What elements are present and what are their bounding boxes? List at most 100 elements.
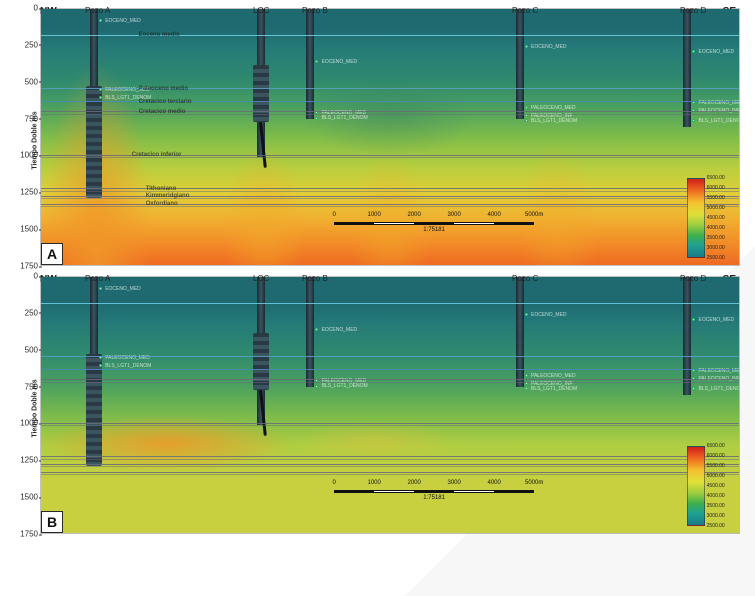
- panel-a: Tiempo Doble ms 025050075010001250150017…: [40, 8, 740, 266]
- y-tick: 500: [25, 345, 38, 354]
- horizon-label: Kimmeridgiano: [146, 193, 190, 199]
- scale-tick: 5000m: [525, 212, 543, 218]
- y-tick: 1500: [20, 225, 38, 234]
- horizon-3: [41, 379, 739, 380]
- well-marker-label: BLS_LGT1_DENOM: [699, 118, 740, 124]
- well-marker-dot: [99, 364, 102, 367]
- well-marker-dot: [525, 313, 528, 316]
- colorbar-tick: 4500.00: [707, 215, 725, 221]
- horizon-6: [41, 464, 739, 465]
- well-marker-label: BLS_LGT1_DENOM: [105, 363, 151, 369]
- colorbar-tick: 5000.00: [707, 473, 725, 479]
- scale-tick: 3000: [447, 212, 460, 218]
- horizon-label: Cretacico medio: [139, 109, 186, 115]
- horizon-label: Cretacico terciario: [139, 99, 192, 105]
- y-tick: 1250: [20, 188, 38, 197]
- colorbar-tick: 5500.00: [707, 463, 725, 469]
- colorbar-tick: 6500.00: [707, 443, 725, 449]
- y-tick: 1000: [20, 151, 38, 160]
- well-marker-label: BLS_LGT1_DENOM: [699, 386, 740, 392]
- well-label-pozoD: Pozo D: [680, 6, 706, 15]
- well-loc: [257, 9, 265, 265]
- well-marker-label: EOCENO_MED: [699, 317, 735, 323]
- y-tick: 0: [34, 4, 38, 13]
- well-marker-dot: [315, 117, 318, 120]
- scale-tick: 1000: [367, 212, 380, 218]
- well-marker-label: PALEOCENO_MED: [531, 373, 576, 379]
- y-ticks-a: 02505007501000125015001750: [18, 8, 38, 266]
- horizon-0: [41, 303, 739, 304]
- colorbar-tick: 3500.00: [707, 503, 725, 509]
- horizon-5: [41, 459, 739, 460]
- colorbar-tick: 6500.00: [707, 175, 725, 181]
- colorbar-tick: 5000.00: [707, 205, 725, 211]
- y-tick: 750: [25, 382, 38, 391]
- horizon-1: [41, 356, 739, 357]
- y-tick: 250: [25, 40, 38, 49]
- scale-tick: 4000: [487, 480, 500, 486]
- horizon-label: Oxfordiano: [146, 201, 178, 207]
- well-pozoB: [306, 9, 314, 265]
- colorbar-tick: 4500.00: [707, 483, 725, 489]
- scale-tick: 2000: [407, 212, 420, 218]
- well-label-pozoC: Pozo C: [512, 6, 538, 15]
- scale-bar: 010002000300040005000m1:75181: [334, 482, 534, 510]
- well-marker-label: BLS_LGT1_DENOM: [322, 383, 368, 389]
- scale-tick: 5000m: [525, 480, 543, 486]
- horizon-5: [41, 456, 739, 457]
- colorbar: 6500.006000.005500.005000.004500.004000.…: [687, 446, 705, 526]
- colorbar-tick: 3000.00: [707, 245, 725, 251]
- horizon-4: [41, 425, 739, 426]
- y-ticks-b: 02505007501000125015001750: [18, 276, 38, 534]
- y-tick: 250: [25, 308, 38, 317]
- scale-bar: 010002000300040005000m1:75181: [334, 214, 534, 242]
- scale-tick: 4000: [487, 212, 500, 218]
- y-tick: 1000: [20, 419, 38, 428]
- well-marker-label: EOCENO_MED: [322, 59, 358, 65]
- colorbar-tick: 4000.00: [707, 225, 725, 231]
- horizon-label: Paleoceno medio: [139, 86, 188, 92]
- colorbar-tick: 6000.00: [707, 185, 725, 191]
- well-loc: [257, 277, 265, 533]
- well-label-loc: LOC: [253, 274, 269, 283]
- horizon-4: [41, 423, 739, 424]
- well-marker-dot: [525, 45, 528, 48]
- scale-tick: 0: [332, 480, 335, 486]
- colorbar-tick: 3000.00: [707, 513, 725, 519]
- horizon-label: Cretacico inferior: [132, 152, 182, 158]
- well-marker-dot: [525, 387, 528, 390]
- y-tick: 1750: [20, 530, 38, 539]
- panel-letter-a: A: [41, 243, 63, 265]
- y-tick: 500: [25, 77, 38, 86]
- well-pozoB: [306, 277, 314, 533]
- scale-tick: 1000: [367, 480, 380, 486]
- scale-tick: 3000: [447, 480, 460, 486]
- colorbar-tick: 6000.00: [707, 453, 725, 459]
- colorbar-tick: 2500.00: [707, 255, 725, 261]
- horizon-label: Tithoniano: [146, 186, 177, 192]
- well-label-pozoA: Pozo A: [85, 6, 110, 15]
- y-tick: 1500: [20, 493, 38, 502]
- scale-ratio: 1:75181: [334, 495, 534, 501]
- well-marker-label: EOCENO_MED: [531, 312, 567, 318]
- y-tick: 0: [34, 272, 38, 281]
- well-marker-label: BLS_LGT1_DENOM: [322, 115, 368, 121]
- well-label-pozoB: Pozo B: [302, 274, 328, 283]
- well-marker-label: BLS_LGT1_DENOM: [531, 386, 577, 392]
- colorbar: 6500.006000.005500.005000.004500.004000.…: [687, 178, 705, 258]
- scale-tick: 0: [332, 212, 335, 218]
- well-label-pozoA: Pozo A: [85, 274, 110, 283]
- colorbar-tick: 4000.00: [707, 493, 725, 499]
- well-marker-label: EOCENO_MED: [699, 49, 735, 55]
- horizon-6: [41, 466, 739, 467]
- y-tick: 1250: [20, 456, 38, 465]
- well-marker-dot: [525, 119, 528, 122]
- well-marker-label: EOCENO_MED: [531, 44, 567, 50]
- section-b: B EOCENO_MED PALEOCENO_MED BLS_LGT1_DENOM E…: [40, 276, 740, 534]
- panel-letter-b: B: [41, 511, 63, 533]
- horizon-7: [41, 472, 739, 473]
- well-marker-label: EOCENO_MED: [322, 327, 358, 333]
- horizon-7: [41, 474, 739, 475]
- colorbar-tick: 2500.00: [707, 523, 725, 529]
- horizon-label: Eoceno medio: [139, 32, 180, 38]
